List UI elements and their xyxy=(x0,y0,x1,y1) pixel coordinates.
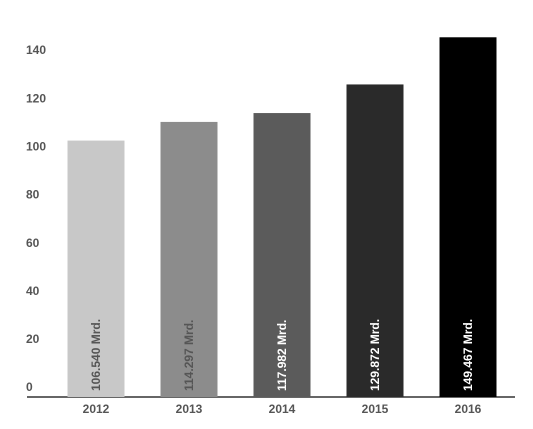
bar xyxy=(439,37,497,398)
value-label: 117.982 Mrd. xyxy=(275,320,289,391)
y-tick-label: 60 xyxy=(26,236,40,250)
x-tick-label: 2015 xyxy=(362,402,389,416)
value-label: 129.872 Mrd. xyxy=(368,319,382,391)
value-label: 114.297 Mrd. xyxy=(182,320,196,391)
value-label: 106.540 Mrd. xyxy=(89,319,103,391)
y-tick-label: 140 xyxy=(26,43,46,57)
y-tick-label: 80 xyxy=(26,188,40,202)
bar xyxy=(67,140,125,397)
x-tick-label: 2014 xyxy=(269,402,296,416)
x-tick-label: 2016 xyxy=(455,402,482,416)
y-tick-label: 100 xyxy=(26,140,46,154)
x-tick-label: 2012 xyxy=(83,402,110,416)
y-tick-label: 120 xyxy=(26,91,46,105)
value-label: 149.467 Mrd. xyxy=(461,319,475,391)
bar xyxy=(253,113,311,398)
y-tick-label: 40 xyxy=(26,284,40,298)
y-tick-label: 0 xyxy=(26,380,33,394)
bar xyxy=(160,121,218,397)
x-tick-label: 2013 xyxy=(176,402,203,416)
y-tick-label: 20 xyxy=(26,332,40,346)
bar xyxy=(346,84,404,398)
